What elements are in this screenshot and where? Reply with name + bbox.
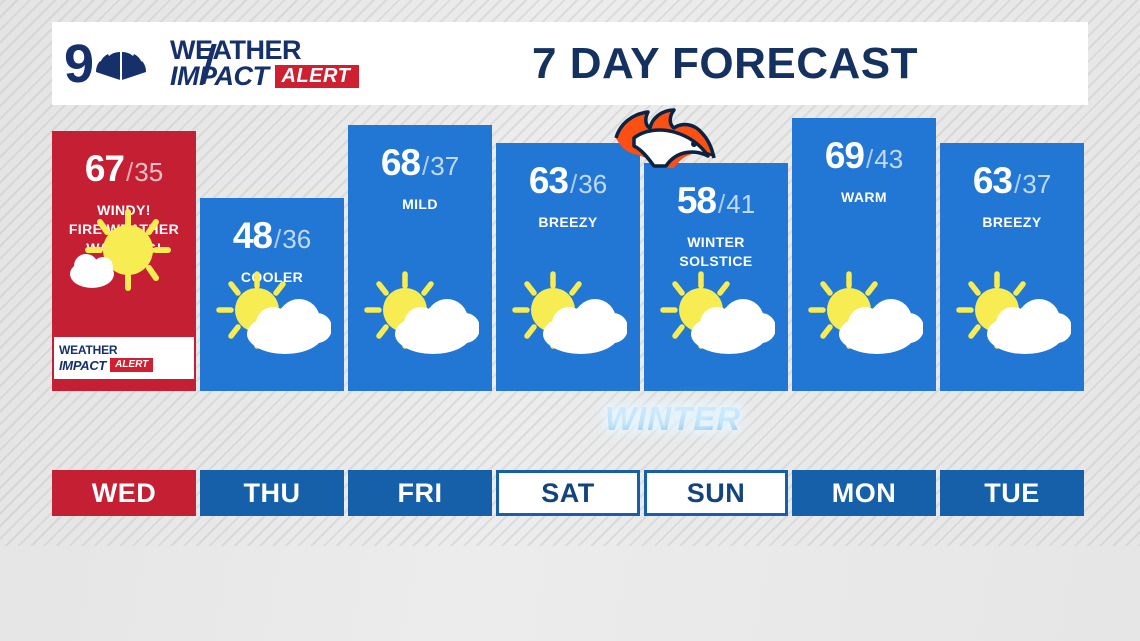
forecast-column[interactable]: 63/37 BREEZY xyxy=(940,143,1084,391)
temperature-row: 69/43 xyxy=(825,135,903,177)
temperature-separator: / xyxy=(274,224,282,254)
high-temperature: 63 xyxy=(972,160,1013,201)
low-temperature: 36 xyxy=(578,169,608,199)
day-label-mon[interactable]: MON xyxy=(792,470,936,516)
forecast-column[interactable]: 68/37 MILD xyxy=(348,125,492,391)
forecast-column[interactable]: 69/43 WARM xyxy=(792,118,936,391)
logo-impact-text: IMPACT xyxy=(170,61,269,91)
logo-impact-alert-row: IMPACT ALERT xyxy=(170,61,360,91)
high-temperature: 63 xyxy=(528,160,569,201)
forecast-column[interactable]: 48/36 COOLER xyxy=(200,198,344,391)
badge-impact-alert-row: IMPACT ALERT xyxy=(59,358,194,372)
low-temperature: 43 xyxy=(874,144,904,174)
condition-text: WARM xyxy=(841,189,887,205)
condition-text: BREEZY xyxy=(982,214,1042,230)
station-branding: 9 WEATHER IMPACT ALERT xyxy=(52,35,452,91)
badge-impact-text: IMPACT xyxy=(59,357,107,373)
day-label-wed[interactable]: WED xyxy=(52,470,196,516)
temperature-separator: / xyxy=(718,189,726,219)
svg-text:9: 9 xyxy=(64,38,94,90)
header-bar: 9 WEATHER IMPACT ALERT 7 DAY FORECAST xyxy=(52,22,1088,105)
partly-cloudy-icon xyxy=(348,241,492,391)
high-temperature: 67 xyxy=(84,148,125,189)
temperature-separator: / xyxy=(866,144,874,174)
high-temperature: 69 xyxy=(824,135,865,176)
forecast-column[interactable]: 63/36 BREEZY xyxy=(496,143,640,391)
mostly-sunny-icon xyxy=(52,179,196,329)
low-temperature: 36 xyxy=(282,224,312,254)
day-label-thu[interactable]: THU xyxy=(200,470,344,516)
day-label-tue[interactable]: TUE xyxy=(940,470,1084,516)
temperature-row: 58/41 xyxy=(677,180,755,222)
high-temperature: 48 xyxy=(232,215,273,256)
condition-text: WINTER SOLSTICE xyxy=(679,234,753,269)
temperature-row: 48/36 xyxy=(233,215,311,257)
channel-9-logo: 9 xyxy=(64,38,156,90)
temperature-row: 63/37 xyxy=(973,160,1051,202)
day-label-fri[interactable]: FRI xyxy=(348,470,492,516)
partly-cloudy-icon xyxy=(940,241,1084,391)
winter-wordmark: WINTER xyxy=(598,396,748,442)
temperature-separator: / xyxy=(570,169,578,199)
day-label-sun[interactable]: SUN xyxy=(644,470,788,516)
badge-alert-text: ALERT xyxy=(110,358,154,372)
low-temperature: 37 xyxy=(430,151,460,181)
temperature-separator: / xyxy=(1014,169,1022,199)
low-temperature: 41 xyxy=(726,189,756,219)
temperature-row: 68/37 xyxy=(381,142,459,184)
temperature-row: 67/35 xyxy=(85,148,163,190)
condition-text: BREEZY xyxy=(538,214,598,230)
weather-impact-alert-badge: WEATHER IMPACT ALERT xyxy=(54,337,194,379)
nbc-peacock-icon xyxy=(95,51,147,80)
high-temperature: 68 xyxy=(380,142,421,183)
weather-impact-alert-logo: WEATHER IMPACT ALERT xyxy=(170,35,360,91)
forecast-column[interactable]: 58/41 WINTER SOLSTICE xyxy=(644,163,788,391)
partly-cloudy-icon xyxy=(644,241,788,391)
badge-weather-text: WEATHER xyxy=(59,343,118,357)
partly-cloudy-icon xyxy=(200,241,344,391)
high-temperature: 58 xyxy=(676,180,717,221)
temperature-row: 63/36 xyxy=(529,160,607,202)
condition-text: MILD xyxy=(402,196,438,212)
partly-cloudy-icon xyxy=(496,241,640,391)
day-label-sat[interactable]: SAT xyxy=(496,470,640,516)
partly-cloudy-icon xyxy=(792,241,936,391)
temperature-separator: / xyxy=(422,151,430,181)
logo-alert-badge: ALERT xyxy=(274,65,360,88)
logo-weather-text: WEATHER xyxy=(170,35,302,66)
low-temperature: 37 xyxy=(1022,169,1052,199)
low-temperature: 35 xyxy=(134,157,164,187)
temperature-separator: / xyxy=(126,157,134,187)
broncos-logo-icon xyxy=(604,108,724,170)
page-title: 7 DAY FORECAST xyxy=(532,38,918,88)
